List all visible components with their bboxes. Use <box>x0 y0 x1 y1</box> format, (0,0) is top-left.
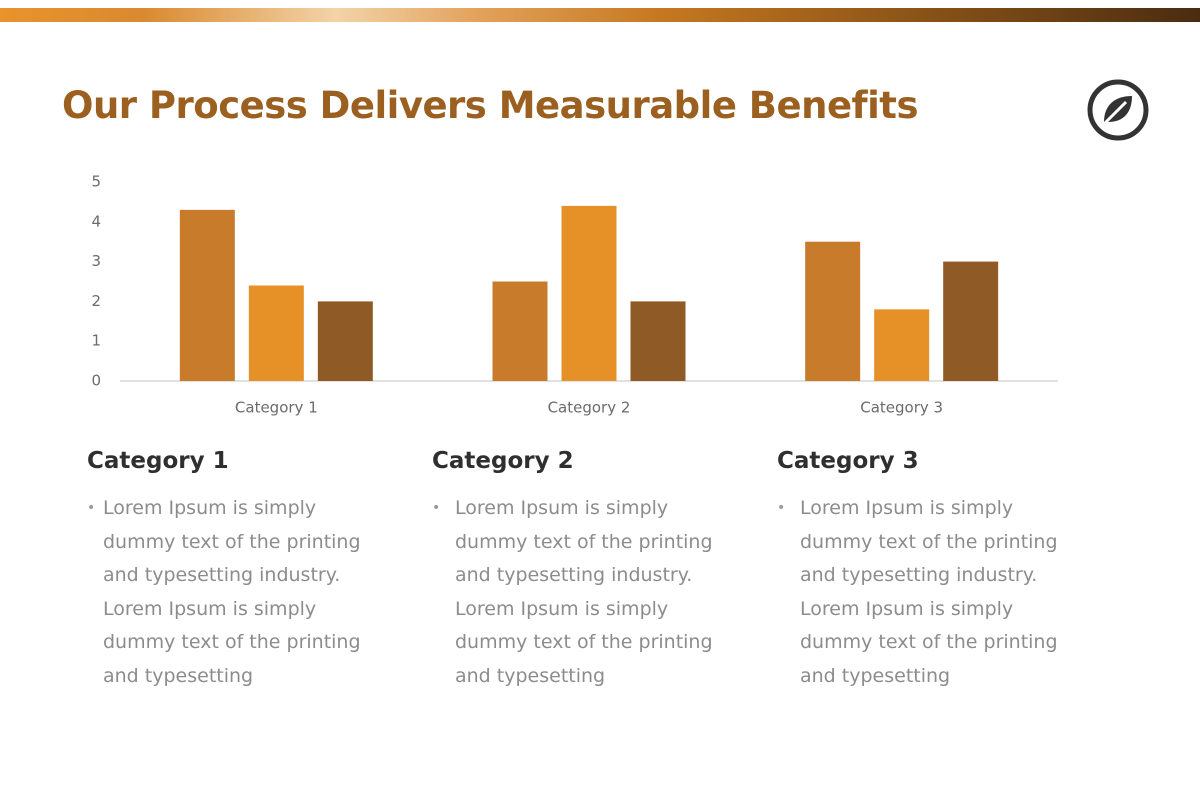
y-tick-label: 2 <box>91 292 101 310</box>
bar <box>874 309 930 381</box>
bullet-text: Lorem Ipsum is simply dummy text of the … <box>800 497 1058 687</box>
bar <box>630 301 686 381</box>
x-tick-label: Category 2 <box>548 399 631 417</box>
bar <box>492 281 548 381</box>
column-heading: Category 3 <box>777 448 919 474</box>
bar <box>805 241 861 381</box>
bar <box>943 261 999 381</box>
bar <box>561 205 617 381</box>
logo <box>1087 79 1149 141</box>
column-heading: Category 2 <box>432 448 574 474</box>
y-tick-label: 4 <box>91 212 101 230</box>
top-bar <box>0 8 1200 22</box>
bullet-text: Lorem Ipsum is simply dummy text of the … <box>455 497 713 687</box>
bar <box>179 209 235 381</box>
column-text: • Lorem Ipsum is simply dummy text of the… <box>432 497 713 687</box>
chart: 0 1 2 3 4 5 Category 1 Category 2 Category 3 <box>91 173 1058 417</box>
column-text: • Lorem Ipsum is simply dummy text of the… <box>87 497 361 687</box>
bar <box>248 285 304 381</box>
y-tick-label: 5 <box>91 173 101 191</box>
column: Category 2 • Lorem Ipsum is simply dummy … <box>432 448 732 693</box>
column-text: • Lorem Ipsum is simply dummy text of the… <box>777 497 1058 687</box>
y-tick-label: 1 <box>91 332 101 350</box>
x-tick-label: Category 3 <box>860 399 943 417</box>
bullet-text: Lorem Ipsum is simply dummy text of the … <box>103 497 361 687</box>
slide-title: Our Process Delivers Measurable Benefits <box>62 84 919 127</box>
x-tick-label: Category 1 <box>235 399 318 417</box>
y-tick-label: 0 <box>91 372 101 390</box>
bar <box>317 301 373 381</box>
column-heading: Category 1 <box>87 448 229 474</box>
column: Category 1 • Lorem Ipsum is simply dummy … <box>87 448 387 693</box>
y-tick-label: 3 <box>91 252 101 270</box>
column: Category 3 • Lorem Ipsum is simply dummy … <box>777 448 1077 693</box>
